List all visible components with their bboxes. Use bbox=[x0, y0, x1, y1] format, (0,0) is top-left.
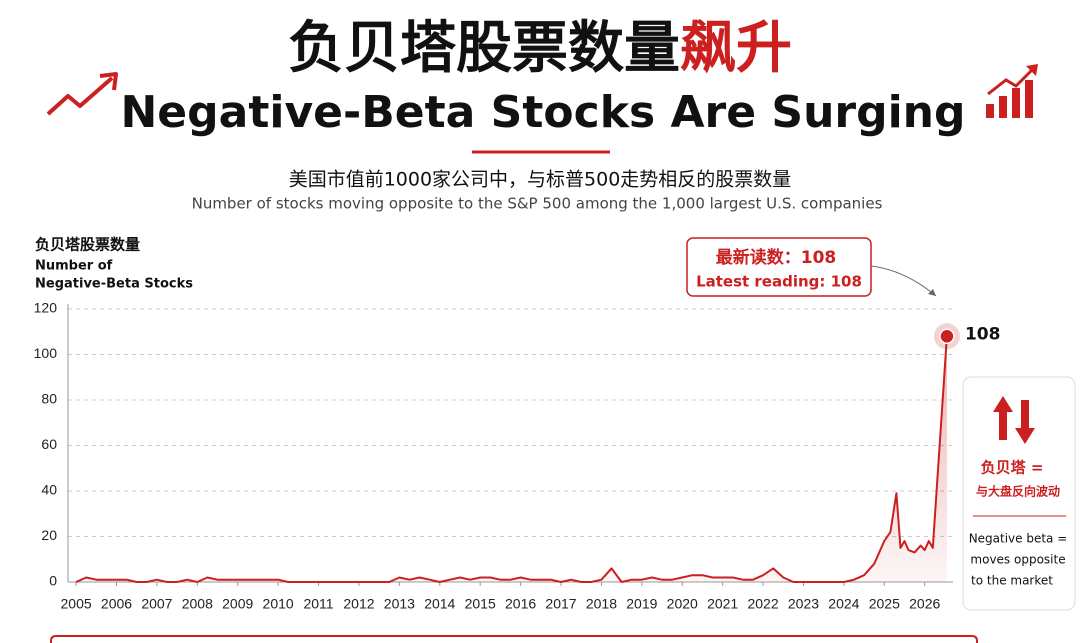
x-tick-label: 2008 bbox=[182, 596, 213, 612]
x-tick-label: 2006 bbox=[101, 596, 132, 612]
bar-icon-right bbox=[986, 64, 1038, 118]
value-label: 108 bbox=[965, 324, 1001, 344]
x-tick-label: 2021 bbox=[707, 596, 738, 612]
subtitle-en: Number of stocks moving opposite to the … bbox=[192, 195, 883, 213]
y-axis-label-en: Number of bbox=[35, 259, 113, 274]
annotation-box bbox=[686, 237, 872, 297]
x-tick-label: 2010 bbox=[263, 596, 294, 612]
annotation: 最新读数：108 bbox=[716, 247, 837, 268]
title-highlight: 飙升 bbox=[680, 16, 792, 81]
area bbox=[76, 336, 947, 582]
x-tick-label: 2017 bbox=[545, 596, 576, 612]
side-note-en: moves opposite bbox=[970, 553, 1065, 567]
x-tick-label: 2023 bbox=[788, 596, 819, 612]
side-note-en: Negative beta = bbox=[969, 532, 1068, 546]
title: 负贝塔股票数量飙升 bbox=[288, 16, 792, 81]
x-tick-label: 2007 bbox=[141, 596, 172, 612]
annotation-en: Latest reading: 108 bbox=[696, 273, 862, 291]
y-tick-label: 0 bbox=[49, 573, 57, 589]
annotation-arrow bbox=[870, 265, 937, 297]
y-tick-label: 20 bbox=[41, 527, 57, 543]
side-note: 负贝塔 = bbox=[981, 459, 1044, 477]
trend-icon-left bbox=[46, 72, 118, 116]
x-tick-label: 2009 bbox=[222, 596, 253, 612]
line bbox=[75, 336, 948, 583]
up-down-icon bbox=[993, 396, 1035, 444]
side-note: 与大盘反向波动 bbox=[976, 484, 1060, 499]
y-axis-label: 负贝塔股票数量 bbox=[35, 236, 140, 254]
x-tick-label: 2025 bbox=[869, 596, 900, 612]
side-box bbox=[962, 376, 1076, 611]
y-tick-label: 120 bbox=[34, 300, 58, 316]
y-tick-label: 100 bbox=[34, 345, 58, 361]
plot-area: 0 20 40 60 80 100 120 2005 2006 2007 2008 2009 2010 2… bbox=[34, 300, 1001, 612]
x-tick-label: 2015 bbox=[465, 596, 496, 612]
title-main: 负贝塔股票数量 bbox=[288, 16, 680, 81]
x-tick-label: 2019 bbox=[626, 596, 657, 612]
title-en: Negative-Beta Stocks Are Surging bbox=[120, 87, 965, 138]
annotation-arrowhead bbox=[928, 289, 936, 296]
y-tick-label: 40 bbox=[41, 482, 57, 498]
subtitle: 美国市值前1000家公司中，与标普500走势相反的股票数量 bbox=[289, 169, 792, 191]
x-tick-label: 2026 bbox=[909, 596, 940, 612]
x-tick-label: 2018 bbox=[586, 596, 617, 612]
latest-point bbox=[939, 328, 955, 345]
x-tick-label: 2020 bbox=[667, 596, 698, 612]
x-tick-label: 2012 bbox=[343, 596, 374, 612]
bottom-box bbox=[50, 635, 978, 643]
y-axis-label-en: Negative-Beta Stocks bbox=[35, 277, 193, 292]
x-tick-label: 2013 bbox=[384, 596, 415, 612]
x-tick-label: 2011 bbox=[303, 596, 333, 612]
y-tick-label: 60 bbox=[41, 436, 57, 452]
x-tick-label: 2016 bbox=[505, 596, 536, 612]
y-tick-label: 80 bbox=[41, 391, 57, 407]
x-tick-label: 2022 bbox=[747, 596, 778, 612]
side-note-en: to the market bbox=[971, 574, 1053, 588]
x-tick-label: 2024 bbox=[828, 596, 859, 612]
x-tick-label: 2005 bbox=[61, 596, 92, 612]
x-tick-label: 2014 bbox=[424, 596, 455, 612]
